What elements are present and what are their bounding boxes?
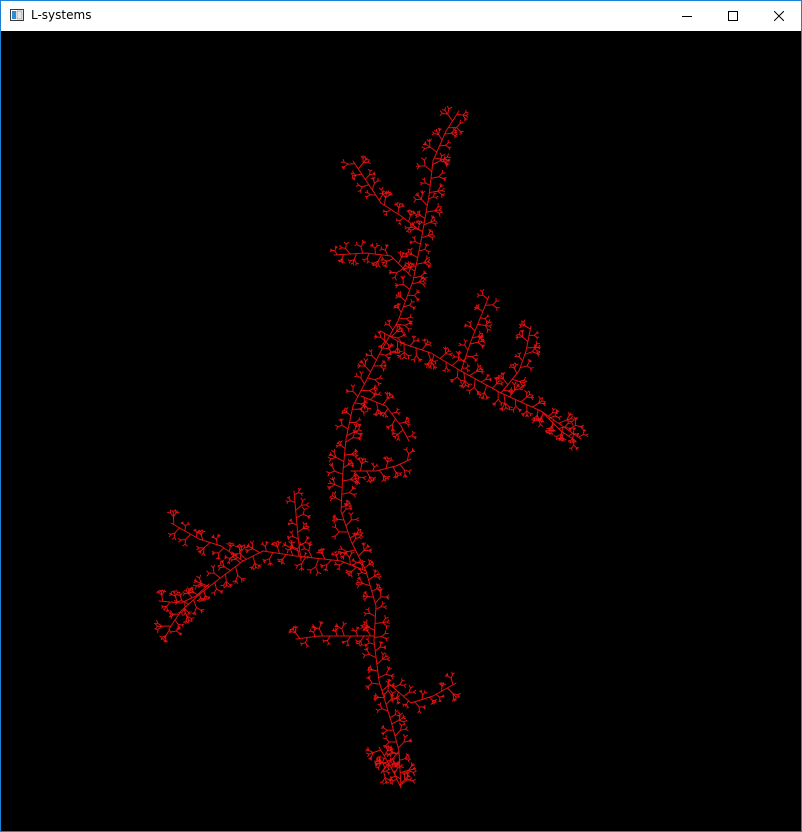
fractal-tree xyxy=(154,105,589,789)
drawing-canvas[interactable] xyxy=(1,31,801,831)
maximize-button[interactable] xyxy=(710,1,756,31)
tree-branches xyxy=(154,105,589,789)
app-window-icon xyxy=(10,9,24,21)
close-icon xyxy=(774,11,784,21)
minimize-button[interactable] xyxy=(664,1,710,31)
window-title: L-systems xyxy=(31,8,92,22)
title-bar[interactable]: L-systems xyxy=(1,1,801,31)
maximize-icon xyxy=(728,11,738,21)
minimize-icon xyxy=(682,16,692,17)
close-button[interactable] xyxy=(756,1,802,31)
